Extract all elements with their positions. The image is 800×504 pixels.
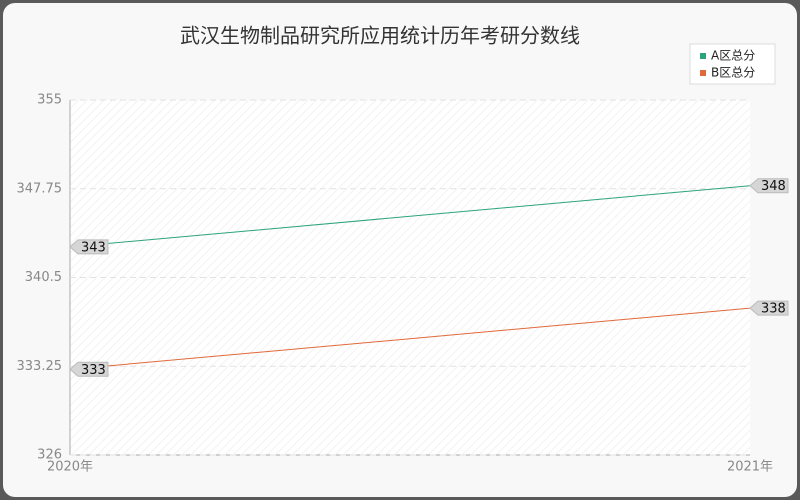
data-label-tag [69,239,109,255]
series-line [69,307,751,370]
x-tick-label: 2021年 [727,460,773,475]
y-tick-label: 347.75 [17,181,63,196]
data-label: 343 [81,240,106,255]
legend-label: B区总分 [711,66,755,80]
chart-title: 武汉生物制品研究所应用统计历年考研分数线 [180,24,580,48]
legend-swatch [700,53,706,59]
data-label: 338 [761,302,786,317]
x-tick-label: 2020年 [47,460,93,475]
data-label-tag [749,300,789,316]
y-tick-label: 333.25 [17,359,63,374]
y-tick-label: 340.5 [25,270,62,285]
legend-label: A区总分 [711,49,755,63]
data-label-tag [749,178,789,194]
y-tick-label: 355 [37,93,62,108]
data-label-tag [69,361,109,377]
legend-swatch [700,70,706,76]
y-tick-label: 326 [37,448,62,463]
data-label: 333 [81,363,106,378]
data-label: 348 [761,179,786,194]
series-line [69,185,751,248]
legend-box [689,43,776,85]
